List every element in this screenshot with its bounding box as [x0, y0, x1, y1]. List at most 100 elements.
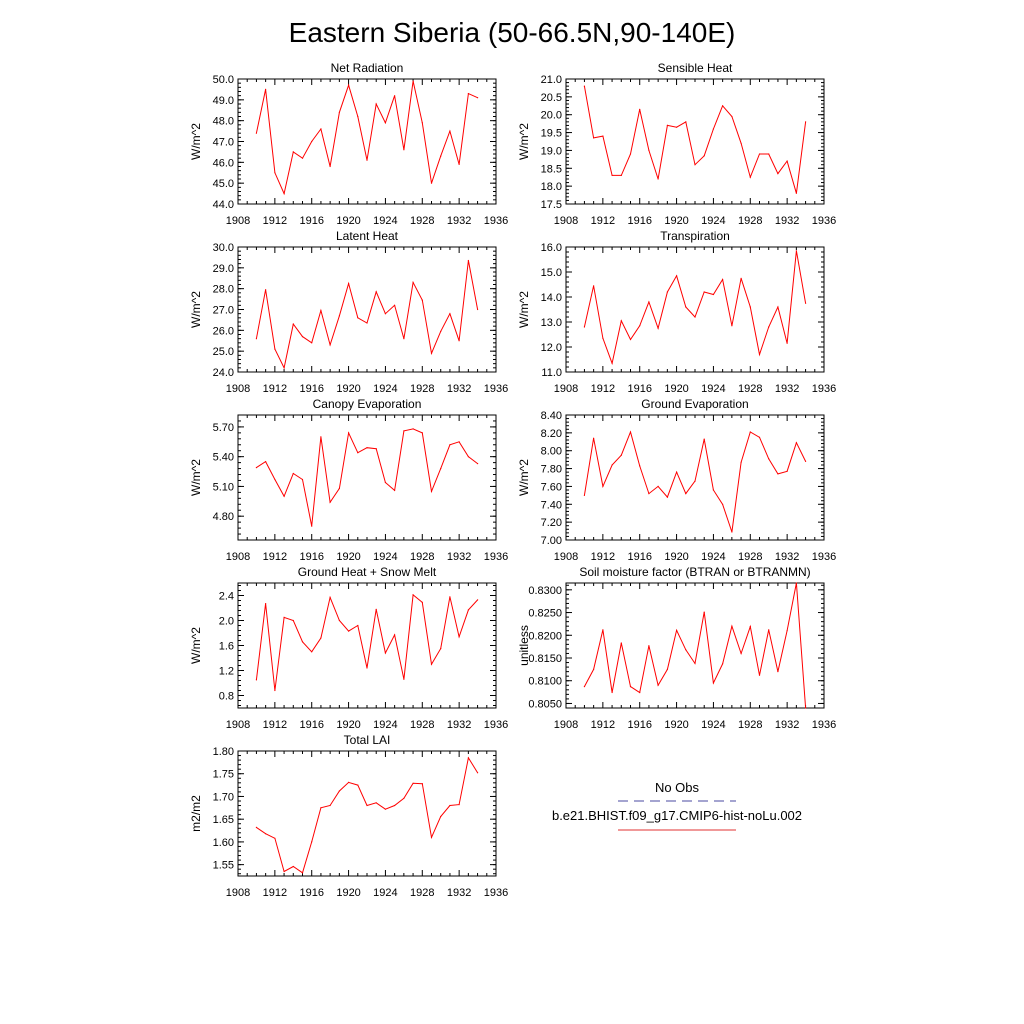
- data-point: [620, 320, 622, 322]
- data-point: [449, 444, 451, 446]
- y-tick-label: 7.60: [541, 481, 562, 493]
- x-tick-label: 1912: [263, 551, 287, 563]
- data-point: [731, 625, 733, 627]
- data-point: [602, 485, 604, 487]
- y-tick-label: 47.0: [213, 137, 234, 149]
- data-point: [703, 611, 705, 613]
- y-tick-label: 1.65: [213, 814, 234, 826]
- data-point: [311, 140, 313, 143]
- data-point: [805, 460, 807, 462]
- data-point: [366, 322, 368, 324]
- data-point: [629, 686, 632, 688]
- y-tick-label: 2.4: [219, 591, 234, 603]
- x-tick-label: 1932: [775, 551, 799, 563]
- data-point: [648, 301, 650, 303]
- y-tick-label: 30.0: [213, 242, 234, 254]
- panel-title: Soil moisture factor (BTRAN or BTRANMN): [579, 565, 810, 579]
- data-point: [805, 302, 807, 304]
- data-point: [795, 582, 798, 584]
- data-point: [629, 153, 632, 155]
- data-point: [777, 671, 779, 673]
- data-point: [430, 182, 433, 184]
- data-point: [740, 142, 742, 144]
- data-point: [338, 315, 340, 317]
- data-point: [467, 609, 469, 611]
- data-point: [274, 172, 276, 174]
- data-point: [449, 804, 451, 807]
- data-point: [458, 163, 460, 165]
- data-point: [731, 115, 733, 118]
- panel-title: Sensible Heat: [658, 61, 733, 75]
- x-tick-label: 1924: [373, 887, 397, 899]
- data-point: [795, 250, 798, 252]
- x-tick-label: 1936: [812, 719, 836, 731]
- data-point: [311, 841, 313, 843]
- data-point: [657, 684, 659, 686]
- data-point: [583, 686, 586, 688]
- data-point: [731, 325, 733, 327]
- data-point: [412, 80, 414, 82]
- data-point: [602, 337, 604, 339]
- y-tick-label: 1.6: [219, 641, 234, 653]
- data-point: [274, 689, 276, 692]
- data-point: [449, 596, 451, 598]
- data-point: [403, 797, 405, 799]
- y-tick-label: 1.55: [213, 860, 234, 872]
- data-point: [786, 630, 788, 632]
- x-tick-label: 1932: [775, 719, 799, 731]
- y-tick-label: 28.0: [213, 284, 234, 296]
- data-point: [357, 624, 359, 627]
- data-point: [749, 626, 751, 628]
- data-point: [320, 436, 322, 438]
- y-tick-label: 0.8250: [528, 608, 562, 620]
- data-point: [620, 174, 622, 176]
- data-point: [329, 344, 331, 346]
- data-point: [440, 648, 442, 650]
- panels: Net Radiation W/m^2 1908 1912 1916 1920 1924 19…: [189, 61, 836, 899]
- x-tick-label: 1924: [373, 551, 397, 563]
- x-tick-label: 1916: [299, 719, 323, 731]
- data-point: [593, 437, 595, 439]
- x-tick-label: 1932: [447, 215, 471, 227]
- data-point: [255, 467, 257, 469]
- data-point: [320, 637, 322, 639]
- x-tick-label: 1912: [263, 719, 287, 731]
- data-point: [375, 103, 377, 105]
- data-point: [805, 121, 807, 123]
- data-point: [722, 278, 724, 281]
- data-point: [255, 826, 257, 829]
- y-axis-label: W/m^2: [189, 627, 203, 664]
- x-tick-label: 1932: [775, 215, 799, 227]
- x-tick-label: 1916: [627, 719, 651, 731]
- data-point: [712, 489, 715, 491]
- data-point: [366, 667, 368, 669]
- x-tick-label: 1920: [336, 719, 360, 731]
- data-point: [477, 308, 479, 311]
- data-point: [384, 313, 386, 315]
- data-point: [620, 454, 622, 456]
- data-point: [301, 336, 304, 338]
- data-point: [777, 173, 779, 175]
- data-point: [731, 531, 733, 533]
- data-point: [329, 596, 331, 599]
- y-axis-label: W/m^2: [189, 459, 203, 496]
- data-point: [768, 153, 770, 155]
- data-point: [274, 478, 276, 481]
- y-tick-label: 5.40: [213, 452, 234, 464]
- x-tick-label: 1924: [373, 215, 397, 227]
- data-point: [384, 481, 386, 484]
- data-point: [593, 137, 595, 139]
- data-point: [602, 135, 604, 137]
- x-tick-label: 1932: [447, 383, 471, 395]
- x-tick-label: 1912: [263, 887, 287, 899]
- data-point: [255, 679, 257, 681]
- x-tick-label: 1916: [627, 383, 651, 395]
- y-axis-label: unitless: [517, 625, 531, 666]
- data-point: [620, 642, 622, 644]
- data-point: [458, 340, 460, 342]
- data-point: [449, 313, 451, 315]
- y-tick-label: 8.00: [541, 446, 562, 458]
- y-axis-label: W/m^2: [517, 123, 531, 160]
- panel-title: Canopy Evaporation: [313, 397, 422, 411]
- data-point: [712, 293, 715, 296]
